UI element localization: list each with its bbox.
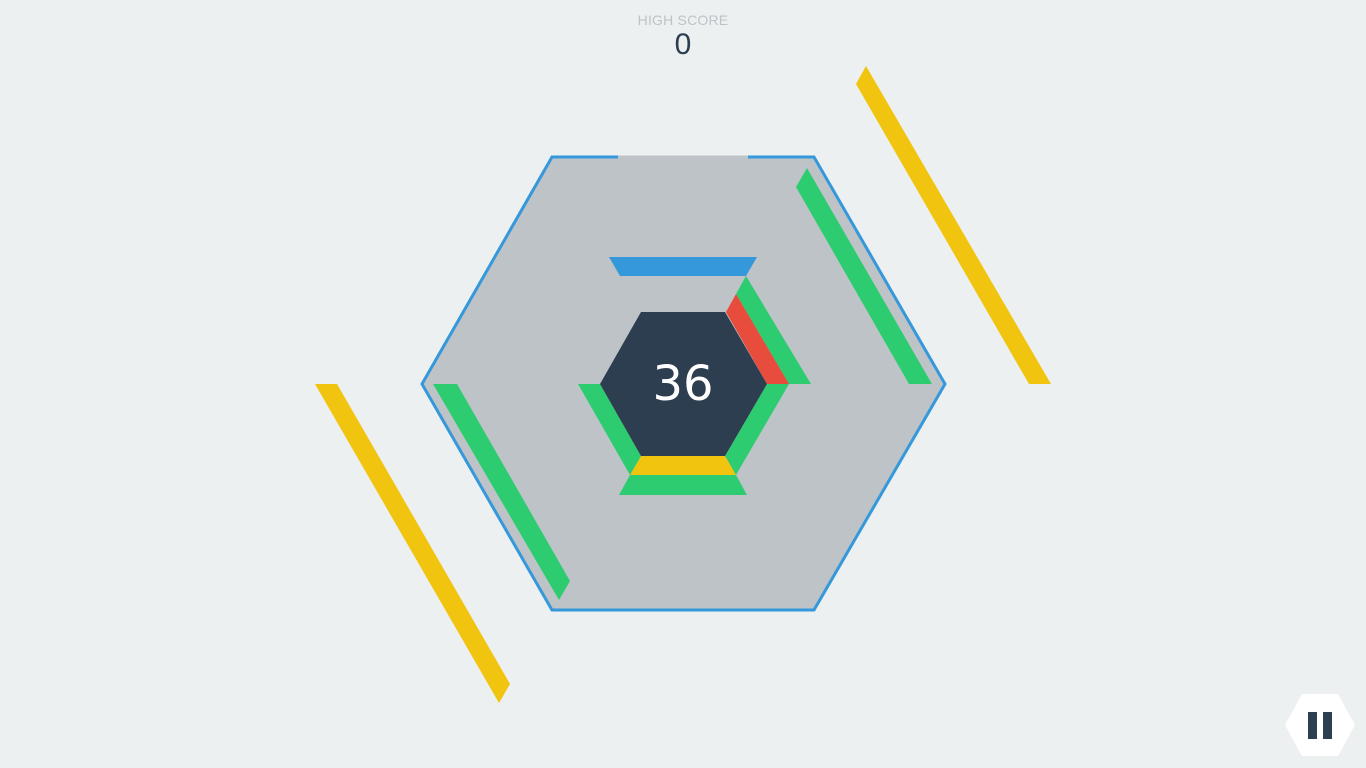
stacked-block-green bbox=[736, 276, 811, 384]
pause-button-hexagon bbox=[1285, 694, 1355, 756]
falling-block-green bbox=[796, 168, 932, 384]
current-score: 36 bbox=[652, 356, 713, 412]
stacked-block-green bbox=[619, 475, 747, 495]
falling-block-yellow bbox=[856, 66, 1051, 384]
stacked-block-yellow bbox=[630, 456, 736, 475]
stacked-block-red bbox=[726, 294, 789, 384]
stacked-block-green bbox=[725, 384, 789, 475]
falling-block-green bbox=[433, 384, 570, 600]
center-hexagon bbox=[600, 312, 767, 456]
falling-block-yellow bbox=[315, 384, 510, 703]
stacked-block-blue bbox=[609, 257, 757, 276]
pause-icon bbox=[1308, 712, 1332, 739]
pause-button[interactable] bbox=[1284, 693, 1356, 757]
stacked-block-green bbox=[578, 384, 641, 475]
